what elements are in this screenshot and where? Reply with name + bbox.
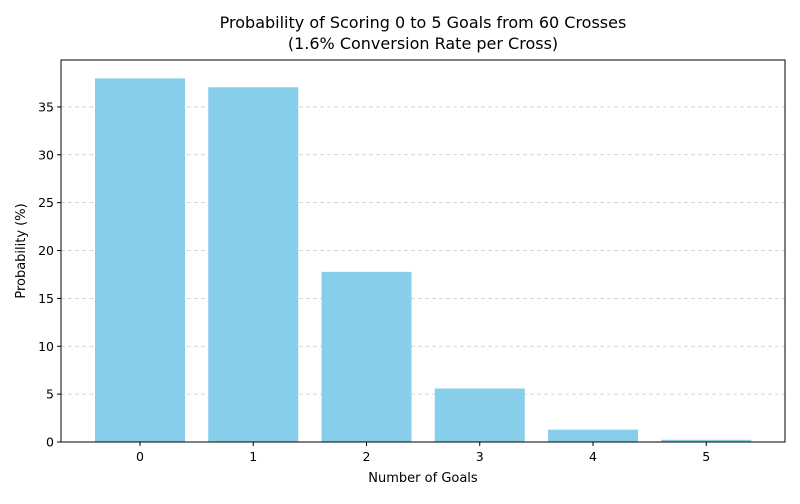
y-tick-label: 30 [38, 147, 54, 162]
y-tick-label: 10 [38, 339, 54, 354]
bar-goals-5 [661, 439, 752, 442]
bar-goals-3 [434, 388, 525, 442]
bar-goals-4 [548, 429, 638, 442]
x-tick-label: 1 [249, 449, 257, 464]
x-tick-label: 2 [363, 449, 371, 464]
ticks: 0 5 10 15 20 25 30 35 0 1 2 3 4 5 [38, 99, 710, 464]
y-tick-label: 15 [38, 291, 54, 306]
chart-title-line2: (1.6% Conversion Rate per Cross) [288, 34, 558, 53]
bars [95, 78, 752, 443]
chart-title-line1: Probability of Scoring 0 to 5 Goals from… [220, 13, 627, 32]
bar-goals-0 [95, 78, 185, 442]
bar-goals-2 [321, 271, 412, 442]
x-tick-label: 0 [136, 449, 144, 464]
x-tick-label: 5 [702, 449, 710, 464]
y-axis-label: Probability (%) [14, 203, 29, 298]
y-tick-label: 35 [38, 99, 54, 114]
x-tick-label: 4 [589, 449, 597, 464]
y-tick-label: 25 [38, 195, 54, 210]
y-tick-label: 0 [46, 435, 54, 450]
y-tick-label: 20 [38, 243, 54, 258]
bar-goals-1 [208, 87, 299, 443]
y-tick-label: 5 [46, 387, 54, 402]
x-axis-label: Number of Goals [368, 471, 478, 486]
x-tick-label: 3 [476, 449, 484, 464]
